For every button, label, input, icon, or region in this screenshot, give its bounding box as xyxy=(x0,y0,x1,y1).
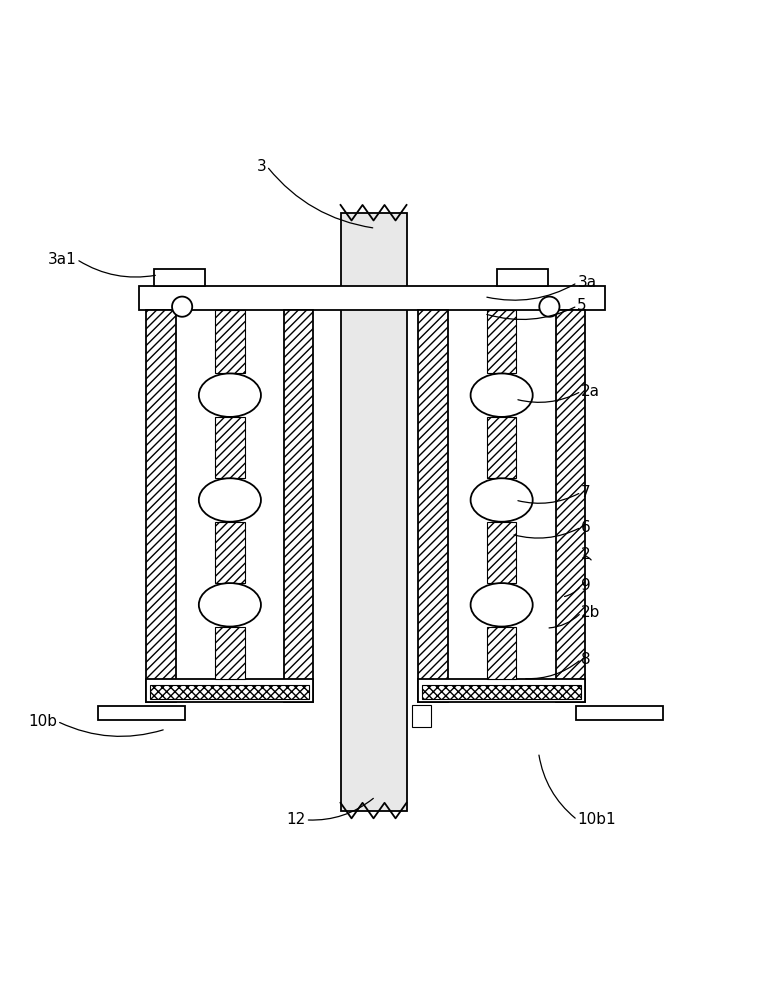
Bar xyxy=(215,522,245,583)
Bar xyxy=(418,679,585,702)
Circle shape xyxy=(172,297,192,317)
Ellipse shape xyxy=(199,478,261,522)
Bar xyxy=(99,706,185,720)
Bar xyxy=(340,213,407,811)
Text: 2: 2 xyxy=(581,547,591,562)
Bar xyxy=(146,679,314,702)
Bar xyxy=(154,269,205,286)
Text: 10b1: 10b1 xyxy=(577,812,616,827)
Circle shape xyxy=(540,297,559,317)
Text: 3a: 3a xyxy=(577,275,597,290)
Bar xyxy=(138,286,604,310)
Bar xyxy=(418,310,447,702)
Ellipse shape xyxy=(471,373,533,417)
Bar xyxy=(150,685,310,699)
Text: 3: 3 xyxy=(257,159,267,174)
Bar xyxy=(576,706,663,720)
Text: 8: 8 xyxy=(581,652,591,667)
Text: 10b: 10b xyxy=(28,714,57,729)
Bar xyxy=(555,310,585,702)
Bar xyxy=(412,705,432,727)
Ellipse shape xyxy=(199,373,261,417)
Bar xyxy=(146,310,176,702)
Ellipse shape xyxy=(199,583,261,627)
Text: 5: 5 xyxy=(577,298,587,313)
Text: 2a: 2a xyxy=(581,384,601,399)
Bar xyxy=(497,269,548,286)
Bar xyxy=(284,310,314,702)
Bar xyxy=(487,310,516,373)
Text: 9: 9 xyxy=(581,578,591,593)
Bar xyxy=(487,417,516,478)
Text: 2b: 2b xyxy=(581,605,601,620)
Bar xyxy=(215,417,245,478)
Ellipse shape xyxy=(471,478,533,522)
Bar xyxy=(487,627,516,679)
Bar xyxy=(215,310,245,373)
Text: 12: 12 xyxy=(286,812,306,827)
Bar xyxy=(422,685,581,699)
Text: 7: 7 xyxy=(581,485,591,500)
Ellipse shape xyxy=(471,583,533,627)
Bar xyxy=(487,522,516,583)
Text: 3a1: 3a1 xyxy=(48,252,77,267)
Bar xyxy=(215,627,245,679)
Text: 6: 6 xyxy=(581,520,591,535)
